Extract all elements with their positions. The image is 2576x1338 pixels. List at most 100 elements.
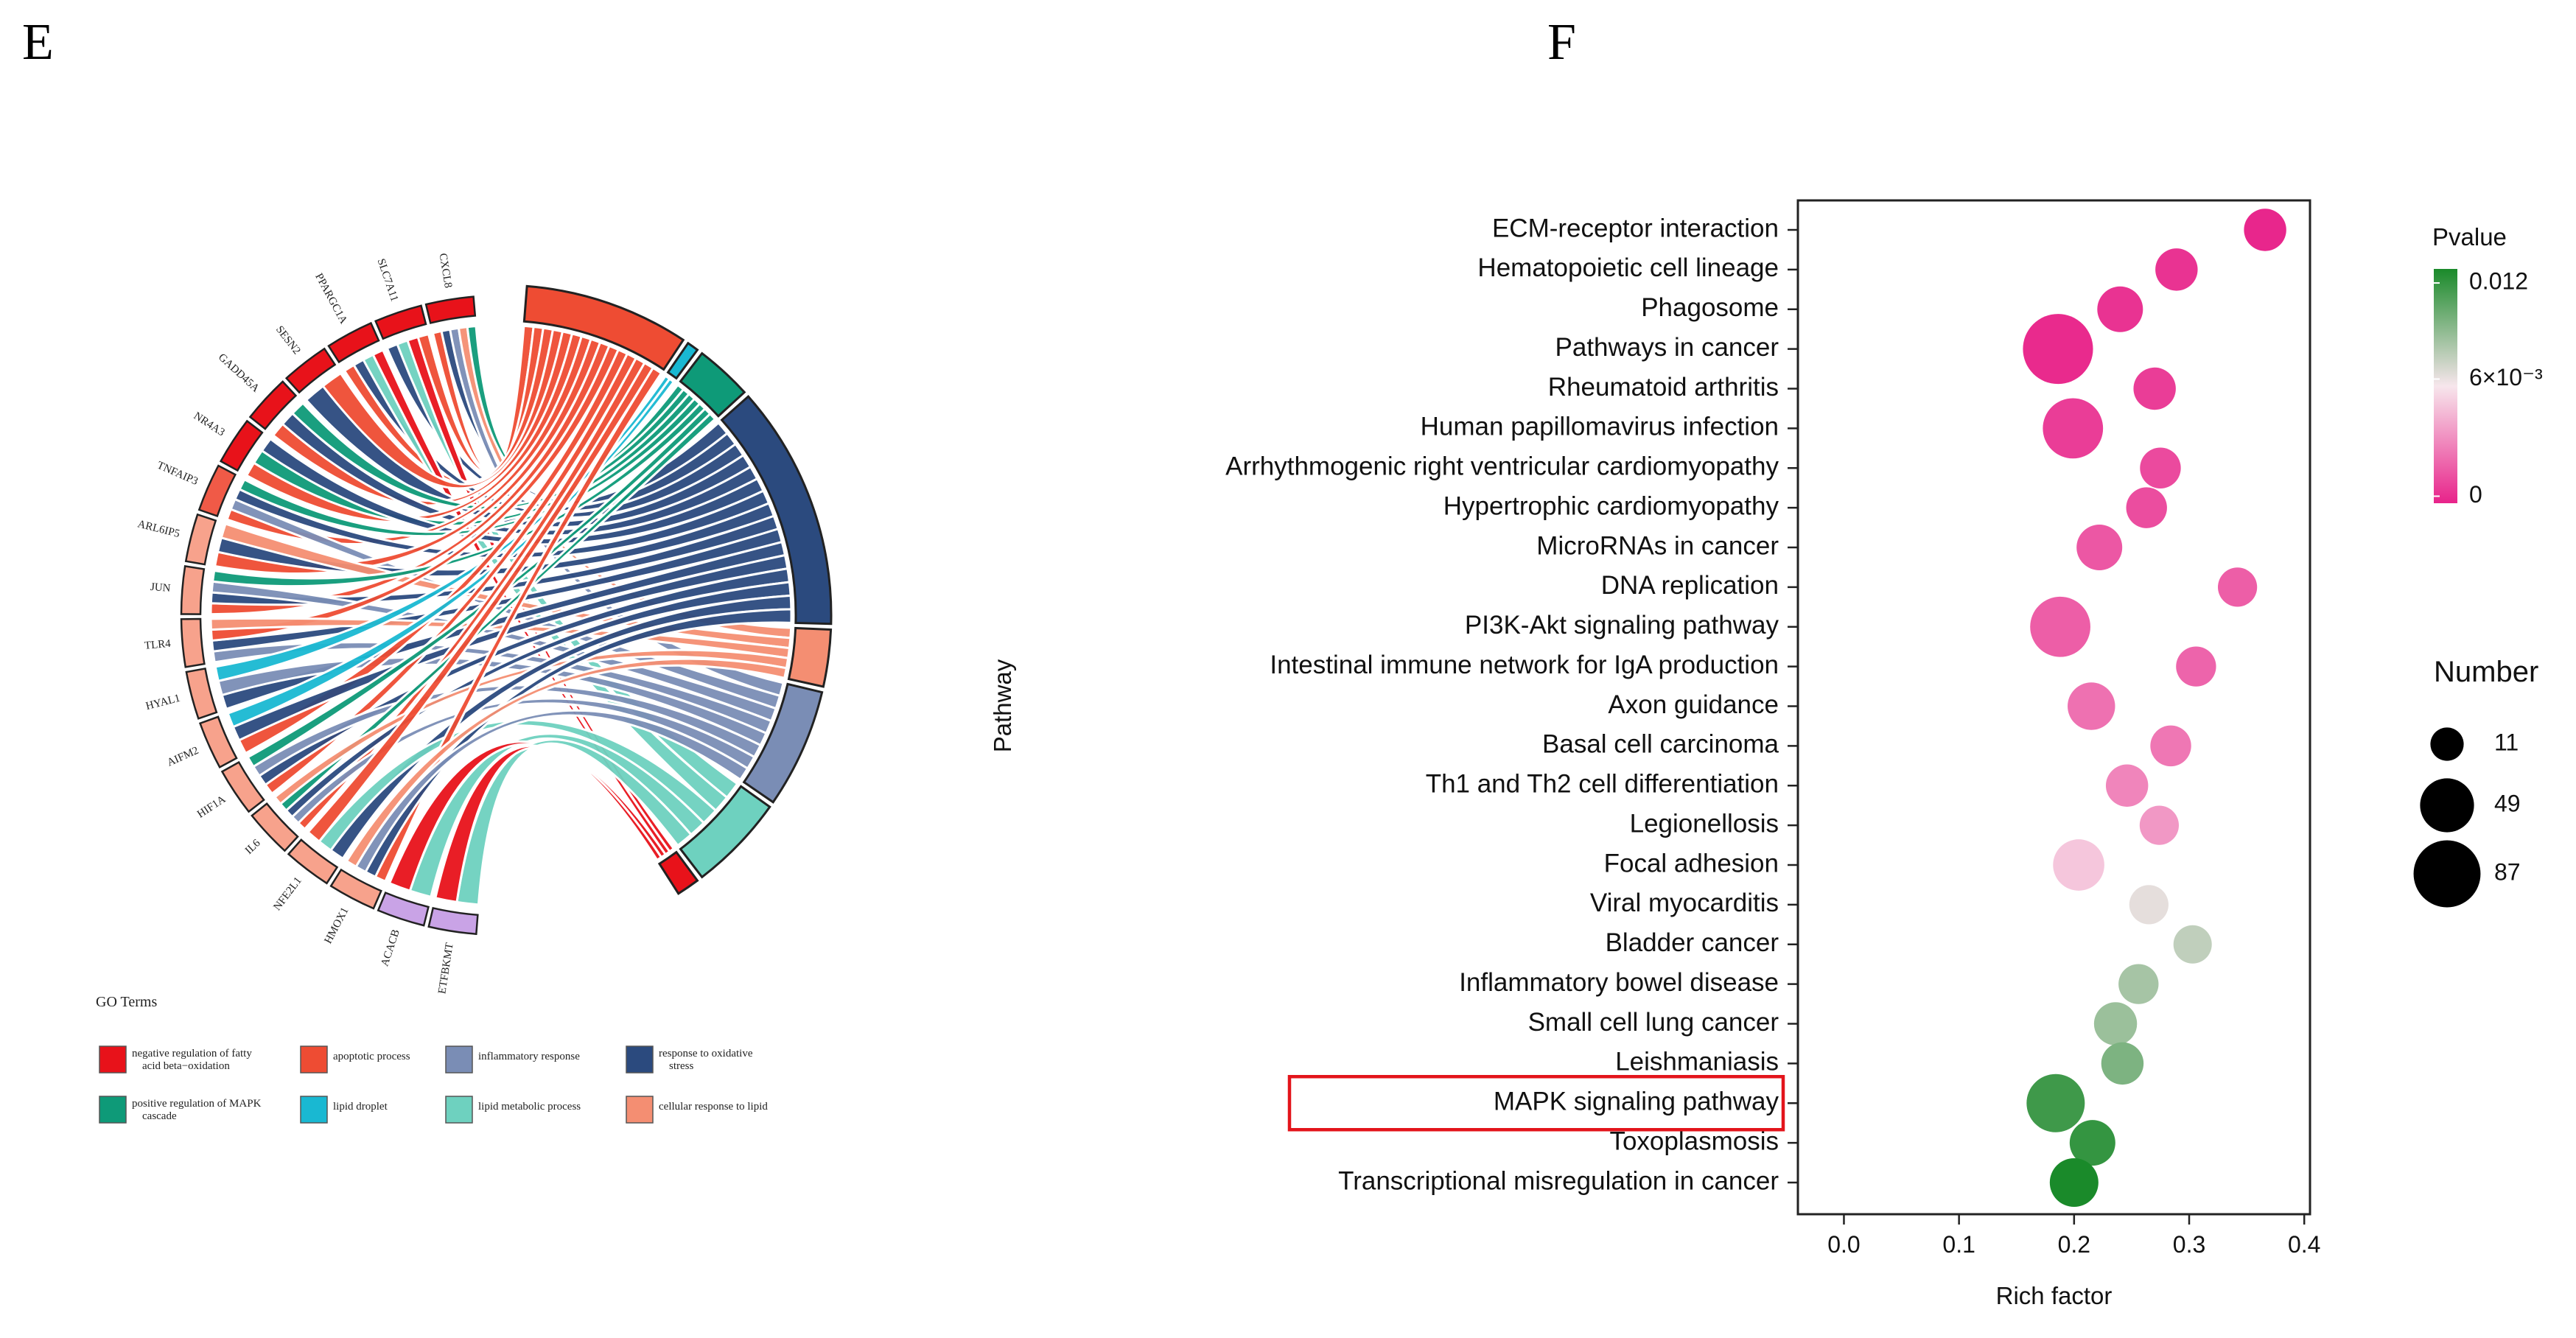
data-point [2097,286,2143,332]
size-legend-title: Number [2434,656,2538,688]
legend-label: positive regulation of MAPK cascade [132,1098,262,1122]
chord-ribbon [306,361,655,844]
legend-swatch [445,1045,473,1073]
legend-label: response to oxidative stress [659,1048,753,1072]
gene-label: HYAL1 [144,693,181,712]
x-tick-label: 0.4 [2288,1231,2320,1258]
gene-arc [251,802,299,852]
pathway-label: Focal adhesion [1604,849,1779,878]
gene-label: SESN2 [273,324,303,357]
legend-label: lipid droplet [333,1101,388,1113]
pathway-label: Basal cell carcinoma [1542,730,1779,759]
data-point [2043,398,2104,459]
data-point [2173,925,2212,964]
pathway-label: Bladder cancer [1606,928,1779,957]
chord-ribbon [226,377,676,729]
panel-f-label: F [1547,14,1576,71]
data-point [2101,1042,2144,1085]
size-legend-label: 49 [2494,790,2521,816]
pathway-label: Legionellosis [1630,809,1779,838]
term-arc [657,850,699,895]
x-tick-label: 0.0 [1827,1231,1860,1258]
pathway-label: Arrhythmogenic right ventricular cardiom… [1225,452,1779,481]
gene-label: CXCL8 [437,253,454,289]
gene-arc [198,715,238,769]
gene-arc [427,906,479,936]
dot-plot: ECM-receptor interaction Hematopoietic ce… [989,199,2543,1309]
gene-arc [185,667,218,720]
gene-label: NFE2L1 [271,875,304,913]
chord-ribbon [416,325,545,475]
pathway-label: Leishmaniasis [1615,1048,1779,1076]
gene-arc [219,419,264,472]
gene-arc [377,892,430,927]
legend-label: negative regulation of fatty acid beta−ox… [132,1048,252,1072]
y-axis-title: Pathway [989,659,1016,752]
data-point [2244,209,2286,251]
go-terms-legend: GO Terms negative regulation of fatty acid… [96,994,768,1124]
pathway-label: MicroRNAs in cancer [1536,531,1779,560]
size-legend-dot [2413,840,2481,908]
term-arc [720,395,833,626]
gene-label: SLC7A11 [375,257,401,303]
gene-arc [287,838,339,885]
x-tick-label: 0.3 [2173,1231,2205,1258]
gene-label: ACACB [379,928,402,968]
data-point [2140,447,2181,488]
legend-swatch [99,1045,127,1073]
gene-arc [220,760,265,813]
gene-arc [424,295,477,324]
pathway-label: Inflammatory bowel disease [1459,968,1779,997]
data-point [2030,596,2090,657]
gene-label: ETFBKMT [436,942,455,995]
chord-ribbon [210,527,784,653]
term-arc [787,626,833,688]
data-point [2053,839,2104,891]
colorbar-label: 0.012 [2469,268,2528,295]
gene-label: ARL6IP5 [136,518,181,540]
gene-label: PPARGC1A [312,271,349,326]
gene-label: HMOX1 [323,906,351,946]
chord-ribbon [246,407,712,768]
pathway-label: Viral myocarditis [1590,889,1779,917]
pathway-label: Phagosome [1641,293,1779,322]
highlight-box [1287,1075,1785,1132]
gene-arc [248,380,298,430]
pathway-label: Human papillomavirus infection [1421,413,1779,441]
pathway-label: Hematopoietic cell lineage [1477,253,1779,282]
size-legend-label: 87 [2494,858,2521,885]
gene-label: NR4A3 [192,410,227,439]
legend-swatch [300,1045,328,1073]
data-point [2023,314,2093,385]
data-point [2093,1002,2138,1045]
data-point [2049,1158,2099,1207]
data-point [2026,1073,2085,1132]
legend-title: GO Terms [96,994,157,1010]
legend-swatch [626,1045,654,1073]
pathway-label: PI3K-Akt signaling pathway [1465,611,1779,640]
gene-label: JUN [150,581,171,595]
panel-e-label: E [22,14,54,71]
size-legend-dot [2430,727,2464,761]
x-tick-label: 0.2 [2058,1231,2090,1258]
gene-arc [284,347,337,394]
data-point [2129,885,2169,925]
gene-arc [184,513,217,566]
data-point [2076,525,2123,570]
term-arc [666,341,699,380]
x-axis-title: Rich factor [1996,1282,2113,1309]
data-point [2105,764,2149,807]
colorbar-label: 0 [2469,481,2482,508]
pathway-label: Hypertrophic cardiomyopathy [1443,491,1779,520]
pathway-label: Th1 and Th2 cell differentiation [1426,770,1779,799]
legend-label: cellular response to lipid [659,1101,768,1113]
chord-ribbon [434,744,663,904]
legend-swatch [445,1096,473,1124]
data-point [2155,248,2198,291]
gene-arc [180,617,206,668]
data-point [2118,964,2159,1004]
data-point [2133,367,2176,410]
colorbar-label: 6×10⁻³ [2469,364,2543,390]
data-point [2068,682,2115,730]
